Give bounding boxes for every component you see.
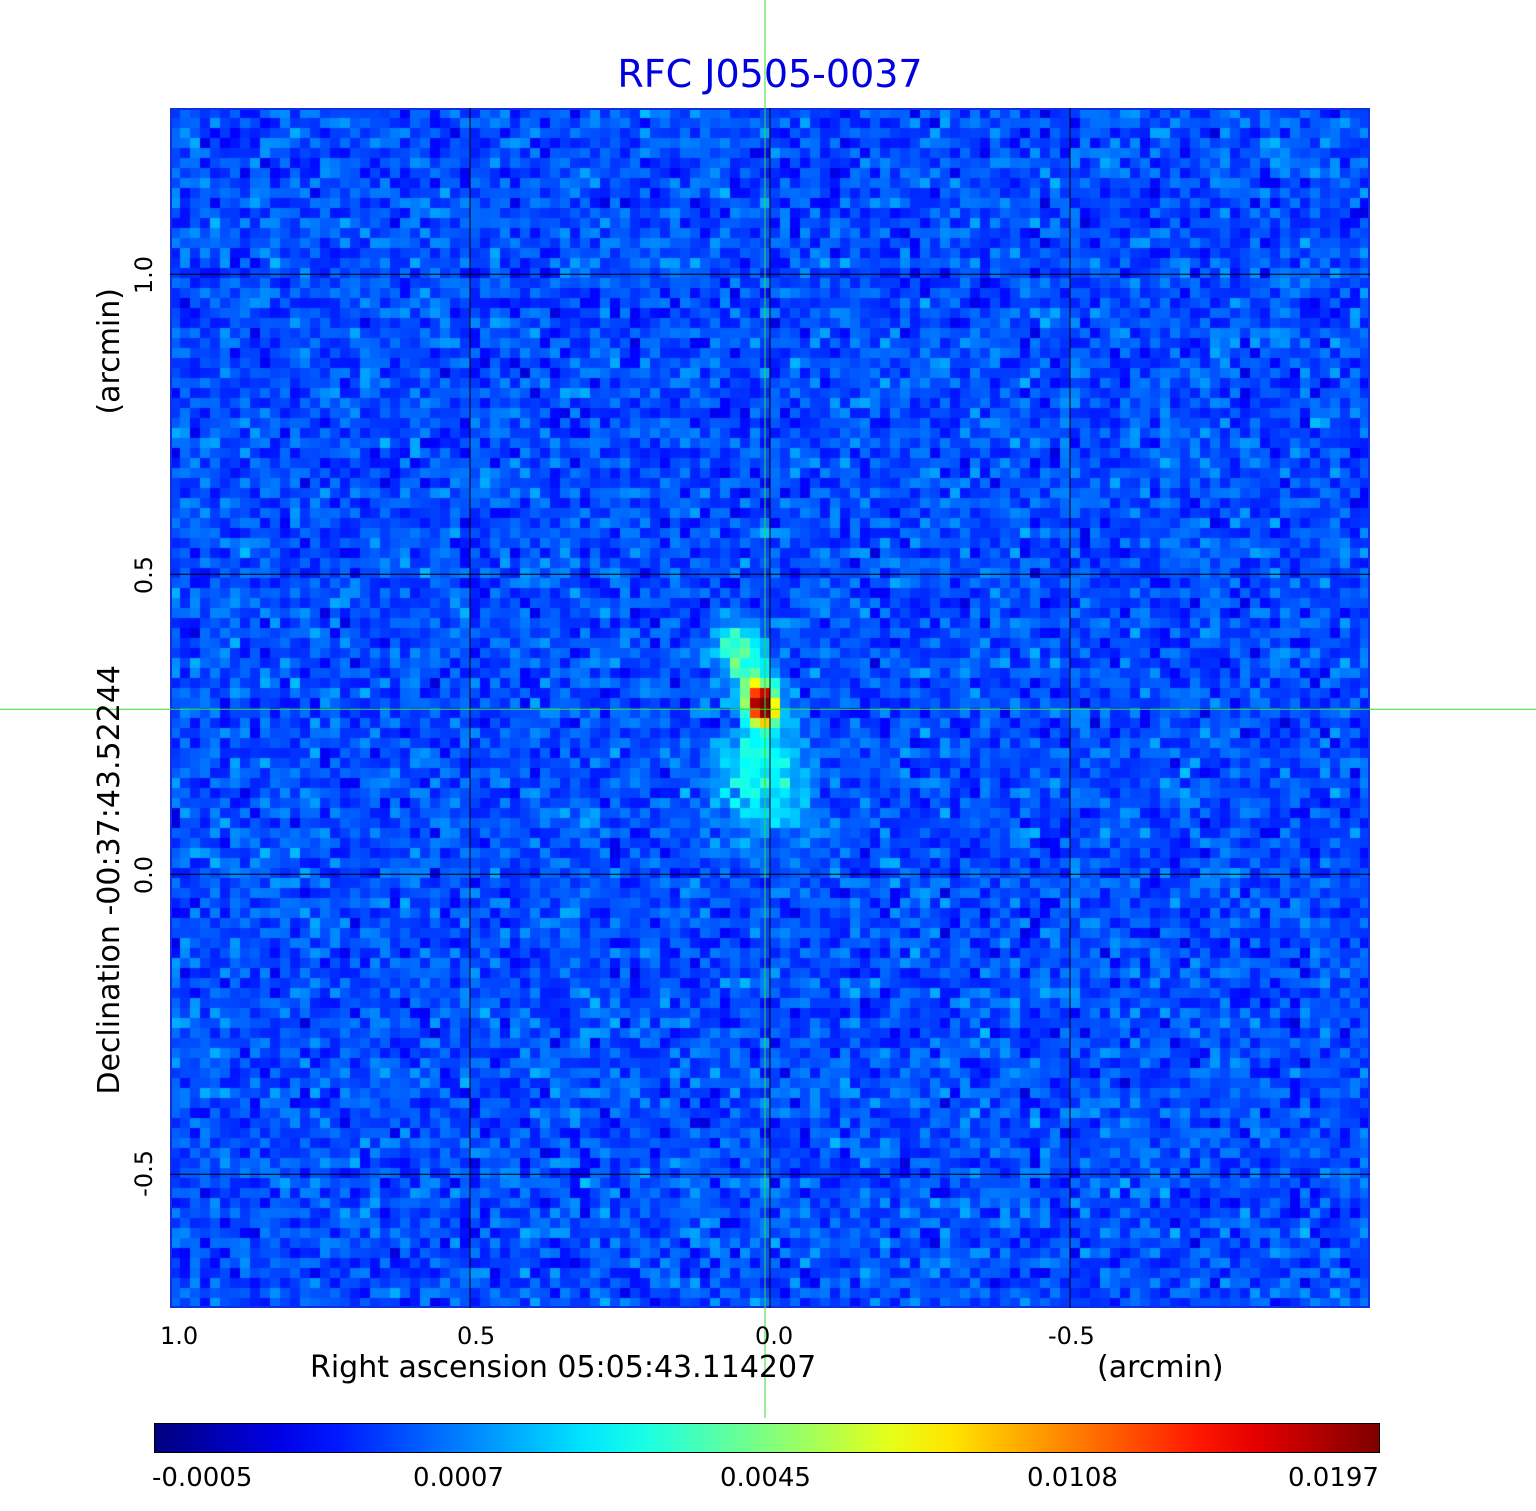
chart-title: RFC J0505-0037 xyxy=(617,52,923,96)
x-tick-label: -0.5 xyxy=(1048,1322,1095,1350)
colorbar-tick-label: 0.0108 xyxy=(1027,1463,1118,1493)
y-tick-label: 0.0 xyxy=(130,856,158,895)
colorbar-tick-label: 0.0045 xyxy=(720,1463,811,1493)
x-tick-label: 0.0 xyxy=(755,1322,794,1350)
y-axis-label: Declination -00:37:43.52244 xyxy=(92,665,127,1095)
colorbar-tick-label: -0.0005 xyxy=(152,1463,253,1493)
x-tick-label: 1.0 xyxy=(160,1322,199,1350)
colorbar-tick-label: 0.0007 xyxy=(413,1463,504,1493)
colorbar xyxy=(154,1423,1380,1453)
y-axis-unit: (arcmin) xyxy=(92,288,127,415)
x-axis-unit: (arcmin) xyxy=(1097,1350,1224,1385)
x-tick-label: 0.5 xyxy=(457,1322,496,1350)
y-tick-label: 1.0 xyxy=(130,256,158,295)
y-tick-label: -0.5 xyxy=(130,1150,158,1197)
x-axis-label: Right ascension 05:05:43.114207 xyxy=(310,1350,817,1385)
y-tick-label: 0.5 xyxy=(130,556,158,595)
colorbar-tick-label: 0.0197 xyxy=(1288,1463,1379,1493)
